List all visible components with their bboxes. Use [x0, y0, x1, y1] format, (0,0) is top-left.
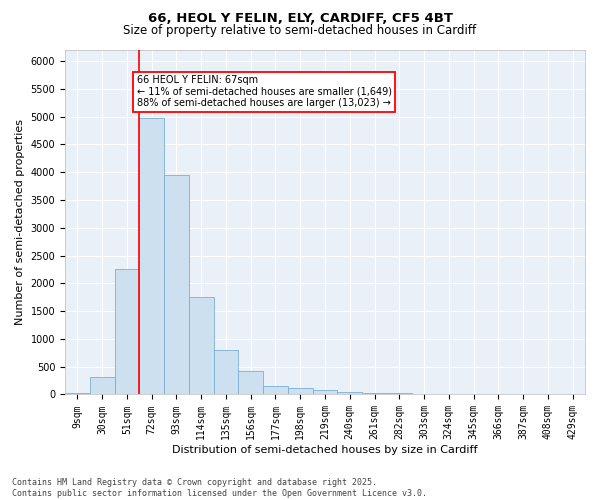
Text: Size of property relative to semi-detached houses in Cardiff: Size of property relative to semi-detach… [124, 24, 476, 37]
Bar [139, 118, 164, 394]
Bar [214, 350, 238, 395]
Bar [337, 392, 362, 394]
X-axis label: Distribution of semi-detached houses by size in Cardiff: Distribution of semi-detached houses by … [172, 445, 478, 455]
Y-axis label: Number of semi-detached properties: Number of semi-detached properties [15, 119, 25, 325]
Bar [164, 175, 189, 394]
Bar [189, 297, 214, 394]
Bar [115, 270, 139, 394]
Text: Contains HM Land Registry data © Crown copyright and database right 2025.
Contai: Contains HM Land Registry data © Crown c… [12, 478, 427, 498]
Text: 66, HEOL Y FELIN, ELY, CARDIFF, CF5 4BT: 66, HEOL Y FELIN, ELY, CARDIFF, CF5 4BT [148, 12, 452, 26]
Bar [263, 386, 288, 394]
Bar [288, 388, 313, 394]
Bar [313, 390, 337, 394]
Text: 66 HEOL Y FELIN: 67sqm
← 11% of semi-detached houses are smaller (1,649)
88% of : 66 HEOL Y FELIN: 67sqm ← 11% of semi-det… [137, 75, 392, 108]
Bar [238, 370, 263, 394]
Bar [362, 393, 387, 394]
Bar [90, 377, 115, 394]
